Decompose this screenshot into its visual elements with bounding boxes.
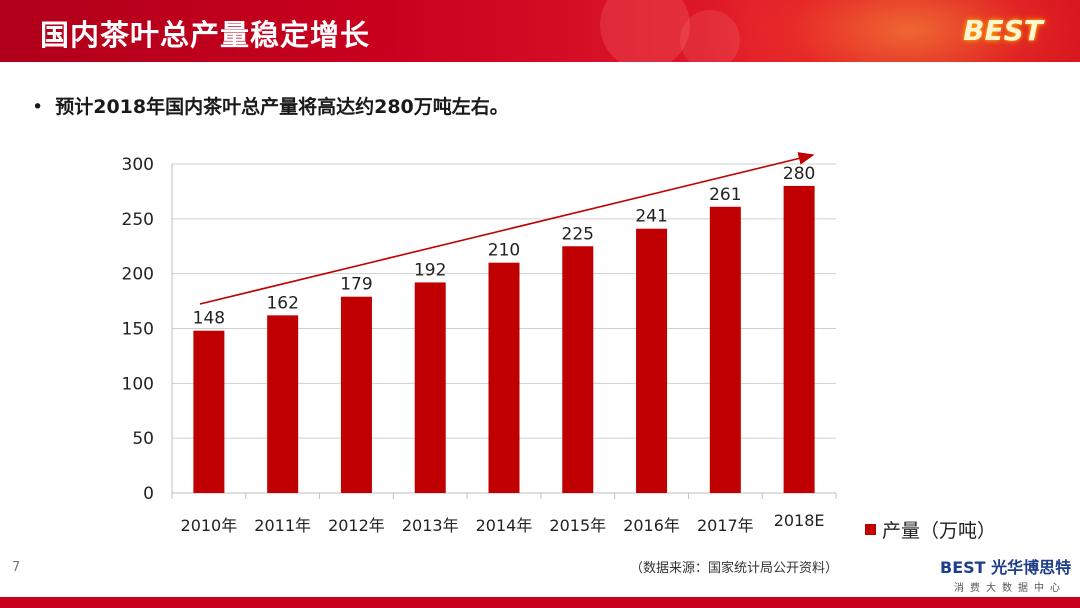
header-banner: 国内茶叶总产量稳定增长 BEST — [0, 0, 1080, 62]
y-tick-label: 100 — [122, 374, 154, 394]
data-label: 225 — [562, 224, 594, 244]
bar — [193, 330, 225, 493]
bar — [340, 296, 372, 493]
y-tick-label: 300 — [122, 155, 154, 175]
x-tick-label: 2017年 — [697, 516, 754, 535]
data-label: 261 — [709, 185, 741, 205]
y-tick-label: 200 — [122, 265, 154, 285]
bullet-point: • 预计2018年国内茶叶总产量将高达约280万吨左右。 — [32, 92, 509, 119]
bullet-text: 预计2018年国内茶叶总产量将高达约280万吨左右。 — [55, 96, 509, 118]
y-tick-label: 0 — [143, 484, 154, 504]
bullet-marker: • — [32, 96, 44, 118]
data-label: 210 — [488, 241, 520, 261]
header-bokeh — [600, 0, 690, 62]
data-label: 179 — [340, 275, 372, 295]
data-source-note: （数据来源：国家统计局公开资料） — [630, 561, 839, 576]
header-glow — [700, 0, 1080, 62]
trend-arrow — [199, 152, 815, 305]
x-tick-label: 2010年 — [181, 516, 238, 535]
x-tick-label: 2018E — [774, 511, 825, 530]
x-tick-label: 2012年 — [328, 516, 385, 535]
bar — [562, 246, 594, 493]
legend-swatch — [865, 524, 876, 535]
y-tick-label: 150 — [122, 320, 154, 340]
brand-tagline: 消费大数据中心 — [954, 583, 1066, 594]
x-tick-label: 2014年 — [476, 516, 533, 535]
data-label: 148 — [193, 309, 225, 329]
x-tick-label: 2011年 — [254, 516, 311, 535]
data-label: 192 — [414, 260, 446, 280]
data-label: 241 — [635, 207, 667, 227]
brand-logo: BEST 光华博思特 消费大数据中心 — [940, 554, 1072, 594]
bar — [709, 206, 741, 493]
data-label: 280 — [783, 164, 815, 184]
bar — [636, 228, 668, 493]
x-tick-label: 2016年 — [623, 516, 680, 535]
bar — [783, 185, 815, 493]
footer-bar — [0, 597, 1080, 608]
chart-legend: 产量（万吨） — [865, 516, 996, 543]
bar — [267, 315, 299, 493]
bar — [414, 282, 446, 493]
header-bokeh — [680, 10, 740, 62]
bar — [488, 262, 520, 493]
y-tick-label: 50 — [132, 429, 154, 449]
page-number: 7 — [12, 560, 21, 575]
brand-prefix: BEST — [940, 558, 986, 577]
page-title: 国内茶叶总产量稳定增长 — [40, 18, 371, 52]
brand-name: 光华博思特 — [991, 558, 1072, 577]
x-tick-label: 2015年 — [549, 516, 606, 535]
x-tick-label: 2013年 — [402, 516, 459, 535]
y-tick-label: 250 — [122, 210, 154, 230]
best-logo: BEST — [963, 13, 1043, 47]
data-label: 162 — [266, 293, 298, 313]
legend-label: 产量（万吨） — [882, 520, 997, 542]
